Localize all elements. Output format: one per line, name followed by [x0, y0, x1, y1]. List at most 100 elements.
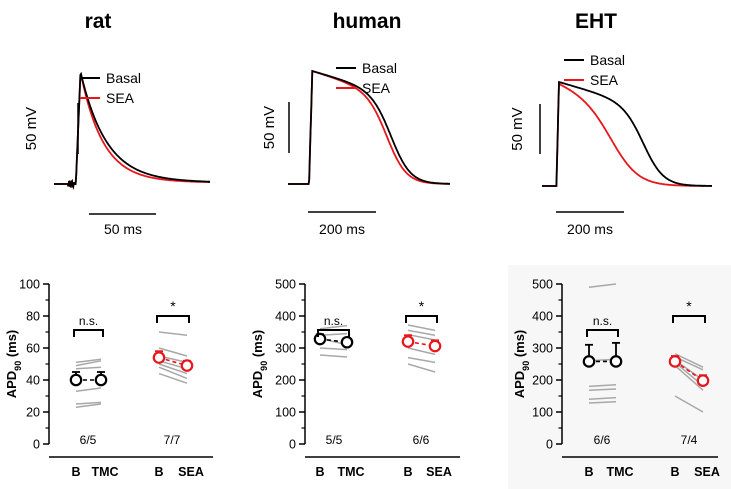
- trace-human-basal: [288, 69, 450, 185]
- n-label-human-0: 5/5: [326, 433, 343, 447]
- scalebar-h-label-eht: 200 ms: [567, 221, 613, 237]
- individual-line-human-1-2: [407, 333, 436, 341]
- individual-line-eht-0-4: [588, 396, 617, 400]
- individual-line-rat-0-0: [75, 358, 102, 364]
- x-label-rat-2: B: [154, 465, 163, 479]
- significance-bracket-rat-1: [156, 315, 190, 323]
- significance-label-human-1: *: [419, 298, 425, 314]
- significance-label-eht-1: *: [686, 298, 692, 314]
- y-tick-label-human-5: 500: [275, 278, 296, 292]
- y-tick-label-rat-0: 0: [33, 438, 40, 452]
- mean-point-human-1-1: [428, 339, 442, 353]
- y-tick-label-rat-1: 20: [26, 406, 40, 420]
- n-label-eht-1: 7/4: [681, 433, 698, 447]
- significance-label-eht-0: n.s.: [593, 314, 612, 328]
- trace-rat-basal: [54, 71, 210, 190]
- individual-line-human-0-3: [319, 347, 348, 351]
- legend-label-human-0: Basal: [362, 60, 397, 76]
- scalebar-v-label-human: 50 mV: [261, 106, 278, 149]
- y-tick-label-human-4: 400: [275, 310, 296, 324]
- individual-line-human-1-4: [407, 356, 436, 364]
- mean-point-rat-1-0: [152, 351, 166, 364]
- mean-point-human-1-0: [401, 335, 415, 348]
- y-tick-label-eht-2: 200: [532, 374, 553, 388]
- legend-label-eht-1: SEA: [590, 72, 619, 88]
- individual-line-rat-1-6: [158, 372, 188, 384]
- individual-line-human-0-0: [319, 324, 348, 330]
- y-tick-label-human-3: 300: [275, 342, 296, 356]
- x-label-rat-0: B: [71, 465, 80, 479]
- legend-label-human-1: SEA: [362, 80, 391, 96]
- y-tick-label-eht-4: 400: [532, 310, 553, 324]
- y-axis-label-rat: APD90 (ms): [4, 330, 23, 399]
- x-label-human-1: TMC: [337, 465, 364, 479]
- individual-line-eht-1-0: [674, 353, 704, 368]
- scalebar-v-label-rat: 50 mV: [23, 107, 40, 150]
- individual-line-eht-0-3: [588, 388, 617, 391]
- significance-label-rat-1: *: [170, 298, 176, 314]
- x-label-rat-3: SEA: [178, 465, 204, 479]
- y-tick-label-human-0: 0: [289, 438, 296, 452]
- individual-line-rat-0-1: [75, 360, 102, 367]
- mean-point-rat-1-1: [180, 359, 194, 372]
- trace-eht-sea: [542, 82, 712, 187]
- panel-title-human: human: [333, 10, 402, 33]
- mean-point-eht-1-0: [668, 355, 682, 368]
- individual-line-rat-1-0: [158, 331, 188, 336]
- legend-label-eht-0: Basal: [590, 52, 625, 68]
- y-tick-label-eht-0: 0: [546, 438, 553, 452]
- panel-title-eht: EHT: [575, 10, 617, 33]
- n-label-human-1: 6/6: [413, 433, 430, 447]
- mean-point-eht-0-0: [582, 355, 596, 368]
- n-label-rat-1: 7/7: [164, 433, 181, 447]
- mean-point-human-0-1: [340, 335, 354, 349]
- y-tick-label-eht-3: 300: [532, 342, 553, 356]
- significance-bracket-rat-0: [73, 329, 104, 337]
- individual-line-eht-0-2: [588, 384, 617, 388]
- individual-line-human-0-4: [319, 354, 348, 358]
- y-tick-label-rat-3: 60: [26, 342, 40, 356]
- scalebar-h-label-rat: 50 ms: [104, 221, 142, 237]
- mean-point-eht-1-1: [696, 374, 710, 387]
- individual-line-rat-1-4: [158, 363, 188, 375]
- legend-label-rat-0: Basal: [106, 70, 141, 86]
- y-axis-label-eht: APD90 (ms): [512, 330, 531, 399]
- individual-line-human-1-0: [407, 324, 436, 332]
- y-tick-label-human-1: 100: [275, 406, 296, 420]
- significance-bracket-human-1: [405, 315, 438, 323]
- individual-line-human-1-5: [407, 363, 436, 373]
- significance-bracket-eht-1: [672, 315, 706, 323]
- individual-line-eht-1-4: [674, 365, 704, 391]
- significance-label-human-0: n.s.: [324, 314, 343, 328]
- panel-title-rat: rat: [85, 10, 112, 33]
- trace-eht-basal: [542, 80, 712, 187]
- y-tick-label-human-2: 200: [275, 374, 296, 388]
- individual-line-rat-0-4: [75, 401, 102, 405]
- x-label-eht-0: B: [584, 465, 593, 479]
- x-label-human-2: B: [403, 465, 412, 479]
- mean-point-eht-0-1: [609, 355, 623, 368]
- individual-line-rat-1-1: [158, 347, 188, 357]
- individual-line-eht-0-0: [588, 283, 617, 288]
- eht-panel-background: [508, 265, 731, 489]
- individual-line-rat-0-3: [75, 387, 102, 392]
- mean-point-human-0-0: [313, 332, 327, 346]
- x-label-eht-1: TMC: [606, 465, 633, 479]
- scalebar-h-label-human: 200 ms: [319, 221, 365, 237]
- individual-line-rat-0-5: [75, 403, 102, 408]
- legend-label-rat-1: SEA: [106, 90, 135, 106]
- y-tick-label-rat-4: 80: [26, 310, 40, 324]
- x-label-rat-1: TMC: [91, 465, 118, 479]
- x-label-eht-3: SEA: [694, 465, 720, 479]
- x-label-human-0: B: [315, 465, 324, 479]
- y-tick-label-rat-5: 100: [19, 278, 40, 292]
- significance-bracket-eht-0: [586, 329, 619, 337]
- y-axis-label-human: APD90 (ms): [250, 330, 269, 399]
- significance-bracket-human-0: [317, 329, 350, 337]
- individual-line-eht-0-5: [588, 401, 617, 404]
- individual-line-rat-1-5: [158, 366, 188, 380]
- individual-line-eht-1-5: [674, 395, 704, 413]
- n-label-eht-0: 6/6: [594, 433, 611, 447]
- scalebar-v-label-eht: 50 mV: [509, 107, 526, 150]
